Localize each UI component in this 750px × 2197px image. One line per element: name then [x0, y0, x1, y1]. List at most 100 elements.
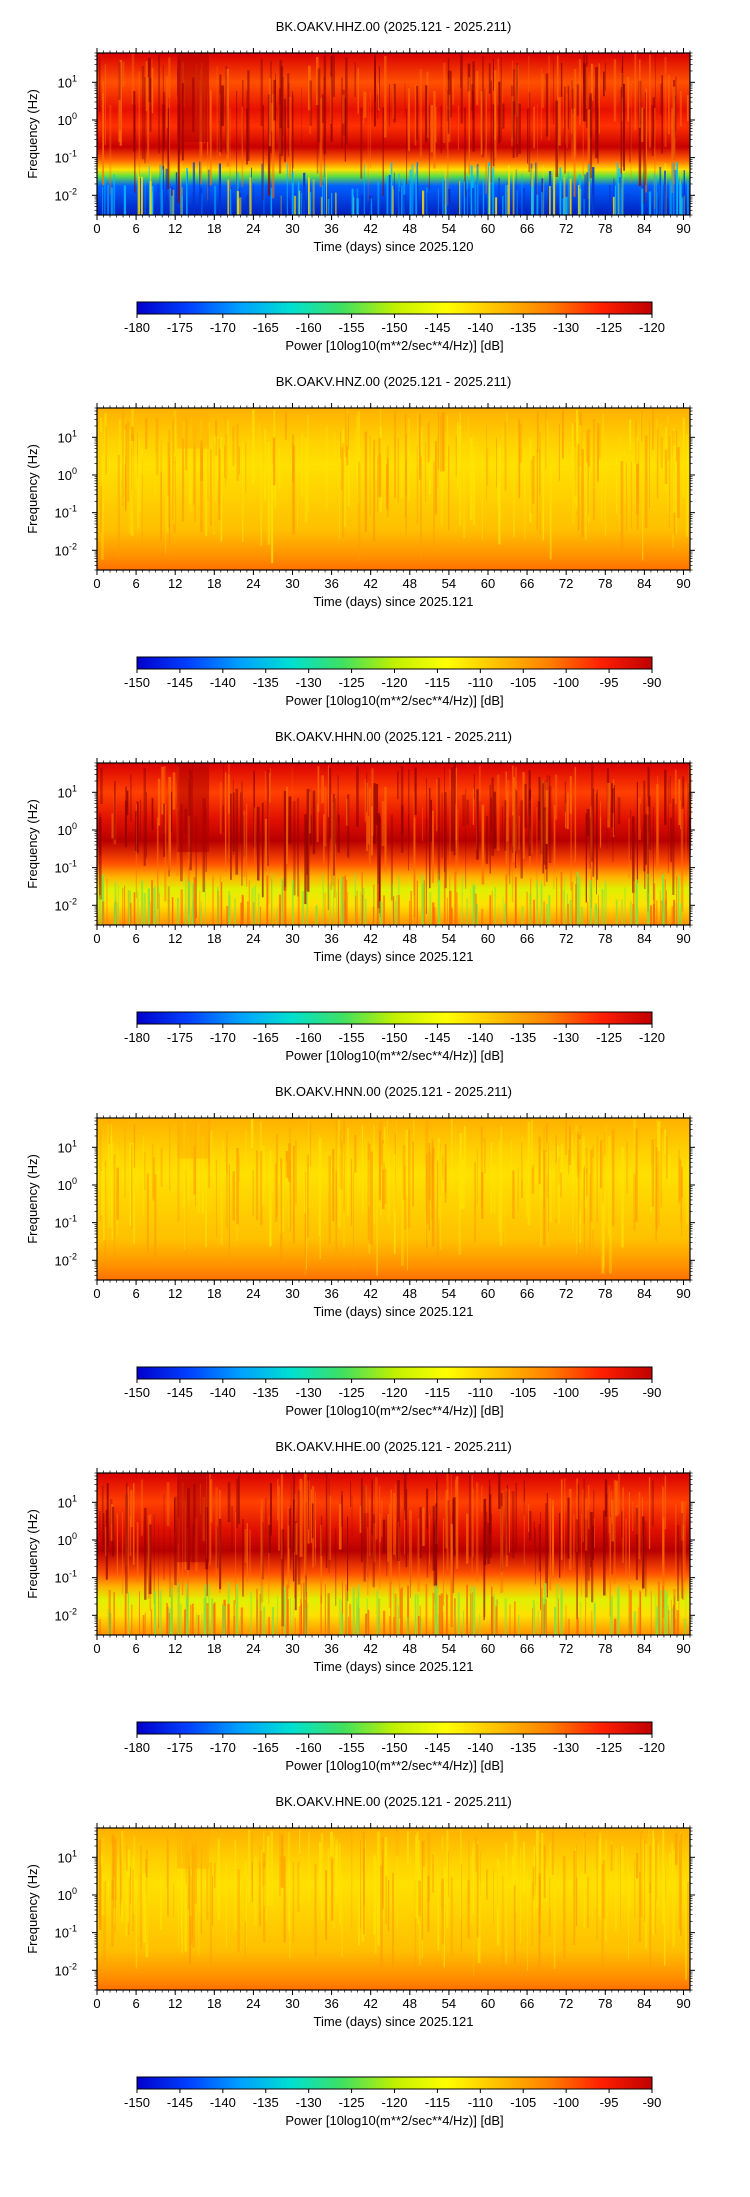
colorbar-tick-label: -135	[510, 320, 536, 335]
y-tick-base: 10	[58, 430, 72, 445]
x-tick-label: 90	[676, 1641, 690, 1656]
x-tick-label: 42	[363, 1286, 377, 1301]
x-tick-label: 90	[676, 221, 690, 236]
y-axis-label: Frequency (Hz)	[25, 1154, 40, 1244]
colorbar-tick-label: -165	[253, 1030, 279, 1045]
colorbar-tick-label: -100	[553, 2095, 579, 2110]
chart-title: BK.OAKV.HHE.00 (2025.121 - 2025.211)	[275, 1439, 511, 1454]
y-tick-label: 101	[58, 1138, 77, 1155]
y-tick-label: 10-1	[55, 149, 77, 166]
x-tick-label: 54	[442, 221, 456, 236]
x-tick-label: 42	[363, 576, 377, 591]
y-tick-label: 10-1	[55, 1924, 77, 1941]
colorbar-tick-label: -150	[381, 1740, 407, 1755]
y-tick-label: 101	[58, 783, 77, 800]
plot-frame	[96, 1117, 691, 1281]
x-tick-label: 0	[93, 1996, 100, 2011]
colorbar-tick-label: -90	[643, 1385, 662, 1400]
colorbar-tick-label: -160	[296, 320, 322, 335]
x-tick-label: 78	[598, 221, 612, 236]
colorbar-tick-label: -155	[339, 1740, 365, 1755]
colorbar-tick-label: -105	[510, 2095, 536, 2110]
y-tick-base: 10	[58, 1495, 72, 1510]
x-tick-label: 36	[324, 1286, 338, 1301]
y-tick-label: 100	[58, 1531, 77, 1548]
y-axis-label: Frequency (Hz)	[25, 444, 40, 534]
x-tick-label: 90	[676, 1996, 690, 2011]
x-tick-label: 12	[168, 1286, 182, 1301]
colorbar-tick-label: -150	[124, 2095, 150, 2110]
x-axis: 0 6 12 18 24 30 36 42 48 54 60 66 72 78 84 90	[93, 758, 691, 946]
x-tick-label: 84	[637, 1996, 651, 2011]
colorbar-tick-label: -130	[296, 2095, 322, 2110]
x-tick-label: 78	[598, 1641, 612, 1656]
x-tick-label: 0	[93, 1286, 100, 1301]
y-tick-label: 10-2	[55, 1961, 77, 1978]
x-tick-label: 66	[520, 1641, 534, 1656]
y-tick-label: 101	[58, 73, 77, 90]
x-tick-label: 6	[132, 1286, 139, 1301]
colorbar-tick-label: -175	[167, 1740, 193, 1755]
x-tick-label: 84	[637, 931, 651, 946]
y-tick-exponent: 1	[72, 73, 77, 83]
colorbar-label: Power [10log10(m**2/sec**4/Hz)] [dB]	[285, 1758, 503, 1773]
y-tick-label: 10-2	[55, 541, 77, 558]
colorbar-tick-label: -90	[643, 675, 662, 690]
x-tick-label: 90	[676, 576, 690, 591]
x-tick-label: 42	[363, 1996, 377, 2011]
y-tick-base: 10	[58, 1178, 72, 1193]
x-tick-label: 84	[637, 1641, 651, 1656]
y-tick-base: 10	[55, 898, 69, 913]
colorbar: -150 -145 -140 -135 -130 -125 -120 -115 -110 -105…	[124, 2076, 661, 2128]
x-tick-label: 72	[559, 1996, 573, 2011]
y-tick-base: 10	[58, 75, 72, 90]
x-tick-label: 78	[598, 1996, 612, 2011]
x-tick-label: 78	[598, 1286, 612, 1301]
colorbar-tick-label: -145	[167, 675, 193, 690]
x-tick-label: 42	[363, 931, 377, 946]
y-tick-base: 10	[55, 1608, 69, 1623]
x-tick-label: 12	[168, 931, 182, 946]
colorbar-tick-label: -140	[467, 1740, 493, 1755]
chart-panel-3: BK.OAKV.HNN.00 (2025.121 - 2025.211) 0 6 12…	[25, 1084, 695, 1418]
y-tick-base: 10	[58, 1140, 72, 1155]
y-tick-base: 10	[58, 823, 72, 838]
x-tick-label: 30	[285, 931, 299, 946]
x-tick-label: 12	[168, 1996, 182, 2011]
x-tick-label: 90	[676, 931, 690, 946]
colorbar-tick-label: -125	[339, 1385, 365, 1400]
y-tick-label: 10-2	[55, 896, 77, 913]
x-axis-label: Time (days) since 2025.121	[314, 594, 474, 609]
chart-panel-5: BK.OAKV.HNE.00 (2025.121 - 2025.211)0 6 12…	[25, 1794, 695, 2128]
colorbar-tick-label: -130	[296, 1385, 322, 1400]
x-tick-label: 60	[481, 1996, 495, 2011]
x-tick-label: 84	[637, 576, 651, 591]
x-tick-label: 24	[246, 1996, 260, 2011]
colorbar-tick-label: -125	[596, 1740, 622, 1755]
chart-title: BK.OAKV.HNN.00 (2025.121 - 2025.211)	[275, 1084, 512, 1099]
y-tick-base: 10	[55, 506, 69, 521]
y-tick-exponent: -2	[69, 896, 77, 906]
colorbar-tick-label: -150	[124, 675, 150, 690]
y-tick-base: 10	[58, 468, 72, 483]
x-tick-label: 60	[481, 576, 495, 591]
x-tick-label: 0	[93, 1641, 100, 1656]
y-tick-label: 101	[58, 1848, 77, 1865]
y-tick-exponent: 1	[72, 428, 77, 438]
heatmap-texture	[98, 1828, 690, 1980]
colorbar-tick-label: -110	[468, 2095, 493, 2110]
y-tick-label: 10-1	[55, 1214, 77, 1231]
chart-panel-2: BK.OAKV.HHN.00 (2025.121 - 2025.211)0 6 12…	[25, 729, 695, 1063]
y-tick-label: 10-2	[55, 1251, 77, 1268]
y-tick-label: 10-1	[55, 504, 77, 521]
colorbar-tick-label: -120	[381, 1385, 407, 1400]
x-tick-label: 60	[481, 1641, 495, 1656]
chart-title: BK.OAKV.HHZ.00 (2025.121 - 2025.211)	[276, 19, 512, 34]
y-tick-label: 100	[58, 111, 77, 128]
x-axis-label: Time (days) since 2025.121	[314, 2014, 474, 2029]
colorbar-tick-label: -140	[210, 675, 236, 690]
